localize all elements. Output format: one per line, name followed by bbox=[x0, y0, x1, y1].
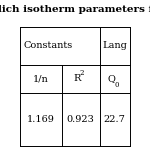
Text: Lang: Lang bbox=[103, 41, 128, 50]
Text: 0: 0 bbox=[114, 81, 119, 89]
Text: 22.7: 22.7 bbox=[104, 115, 126, 124]
Text: R: R bbox=[74, 74, 81, 83]
Text: 0.923: 0.923 bbox=[67, 115, 94, 124]
Text: 2: 2 bbox=[80, 69, 84, 77]
Text: 1.169: 1.169 bbox=[27, 115, 55, 124]
Text: lich isotherm parameters f: lich isotherm parameters f bbox=[0, 4, 150, 14]
Text: Constants: Constants bbox=[24, 41, 73, 50]
Text: Q: Q bbox=[107, 74, 115, 83]
Text: 1/n: 1/n bbox=[33, 74, 49, 83]
